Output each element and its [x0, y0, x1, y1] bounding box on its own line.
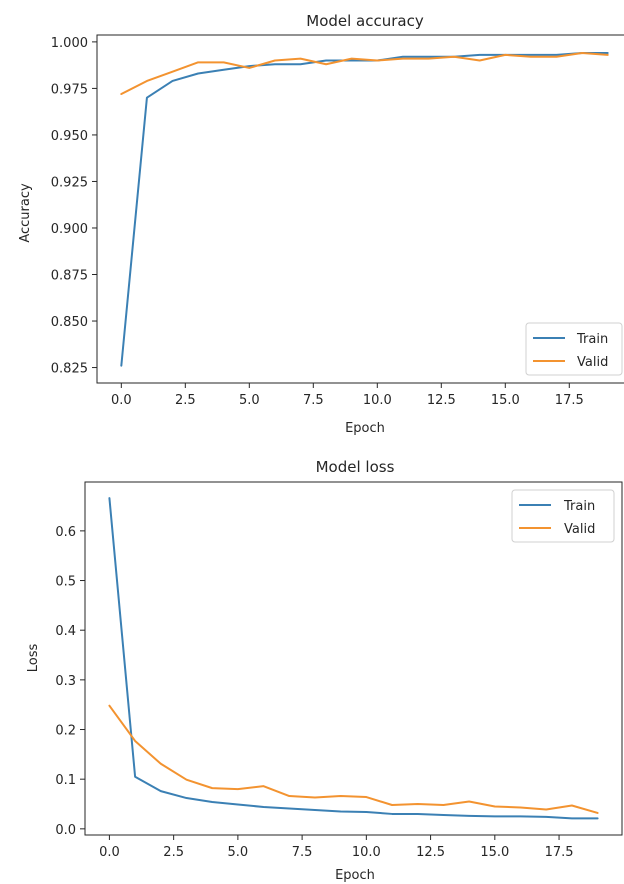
- loss-x-tick-label: 0.0: [99, 845, 120, 860]
- accuracy-y-axis-label: Accuracy: [18, 183, 33, 243]
- loss-y-tick-label: 0.6: [55, 525, 76, 540]
- loss-x-tick-label: 2.5: [163, 845, 184, 860]
- loss-train-line: [108, 497, 599, 820]
- loss-x-tick-label: 7.5: [292, 845, 313, 860]
- accuracy-legend-train-label: Train: [576, 332, 608, 347]
- loss-legend-box: [511, 489, 615, 543]
- accuracy-y-tick-label: 0.925: [51, 175, 88, 190]
- accuracy-plot-frame: [96, 34, 624, 384]
- loss-legend: Train Valid: [511, 489, 615, 543]
- loss-y-axis-label: Loss: [26, 644, 41, 673]
- loss-legend-valid-label: Valid: [564, 522, 595, 537]
- loss-x-tick-label: 5.0: [228, 845, 249, 860]
- loss-plot-frame: [84, 481, 623, 836]
- loss-y-tick-label: 0.2: [55, 724, 76, 739]
- loss-x-tick-label: 10.0: [352, 845, 381, 860]
- accuracy-x-tick-label: 15.0: [491, 393, 520, 408]
- accuracy-valid-line: [120, 52, 609, 95]
- loss-x-axis-label: Epoch: [335, 868, 375, 883]
- accuracy-x-tick-label: 7.5: [303, 393, 324, 408]
- loss-valid-line: [108, 704, 599, 814]
- accuracy-y-tick-label: 1.000: [51, 36, 88, 51]
- accuracy-y-tick-label: 0.950: [51, 129, 88, 144]
- accuracy-x-tick-label: 5.0: [239, 393, 260, 408]
- loss-chart-title: Model loss: [316, 458, 395, 476]
- accuracy-x-tick-label: 2.5: [175, 393, 196, 408]
- accuracy-x-tick-label: 12.5: [427, 393, 456, 408]
- accuracy-series-lines: [120, 52, 609, 367]
- accuracy-x-tick-label: 0.0: [111, 393, 132, 408]
- accuracy-legend-valid-label: Valid: [577, 355, 608, 370]
- accuracy-x-tick-label: 10.0: [363, 393, 392, 408]
- loss-y-tick-label: 0.0: [55, 823, 76, 838]
- loss-x-tick-label: 15.0: [480, 845, 509, 860]
- accuracy-y-tick-label: 0.825: [51, 362, 88, 377]
- loss-y-tick-label: 0.3: [55, 674, 76, 689]
- accuracy-ticks: 0.0 2.5 5.0 7.5 10.0 12.5 15.0 17.5 0.825 0.850 0.…: [51, 36, 584, 408]
- loss-y-tick-label: 0.5: [55, 575, 76, 590]
- accuracy-legend: Train Valid: [525, 322, 623, 376]
- accuracy-chart-title: Model accuracy: [306, 12, 424, 30]
- accuracy-chart: Model accuracy 0.0 2.5 5.0 7.5 10.0 12.5 15.0 1…: [18, 12, 624, 436]
- loss-ticks: 0.0 2.5 5.0 7.5 10.0 12.5 15.0 17.5 0.0 0.1 0.2 0.3…: [55, 525, 573, 860]
- loss-x-tick-label: 17.5: [545, 845, 574, 860]
- accuracy-y-tick-label: 0.975: [51, 82, 88, 97]
- loss-x-tick-label: 12.5: [416, 845, 445, 860]
- accuracy-y-tick-label: 0.900: [51, 222, 88, 237]
- loss-y-tick-label: 0.4: [55, 624, 76, 639]
- loss-y-tick-label: 0.1: [55, 773, 76, 788]
- accuracy-y-tick-label: 0.875: [51, 269, 88, 284]
- accuracy-x-axis-label: Epoch: [345, 421, 385, 436]
- accuracy-y-tick-label: 0.850: [51, 315, 88, 330]
- loss-chart: Model loss 0.0 2.5 5.0 7.5 10.0 12.5 15.0 17.50…: [26, 458, 623, 883]
- loss-legend-train-label: Train: [563, 499, 595, 514]
- loss-series-lines: [108, 497, 599, 820]
- accuracy-x-tick-label: 17.5: [555, 393, 584, 408]
